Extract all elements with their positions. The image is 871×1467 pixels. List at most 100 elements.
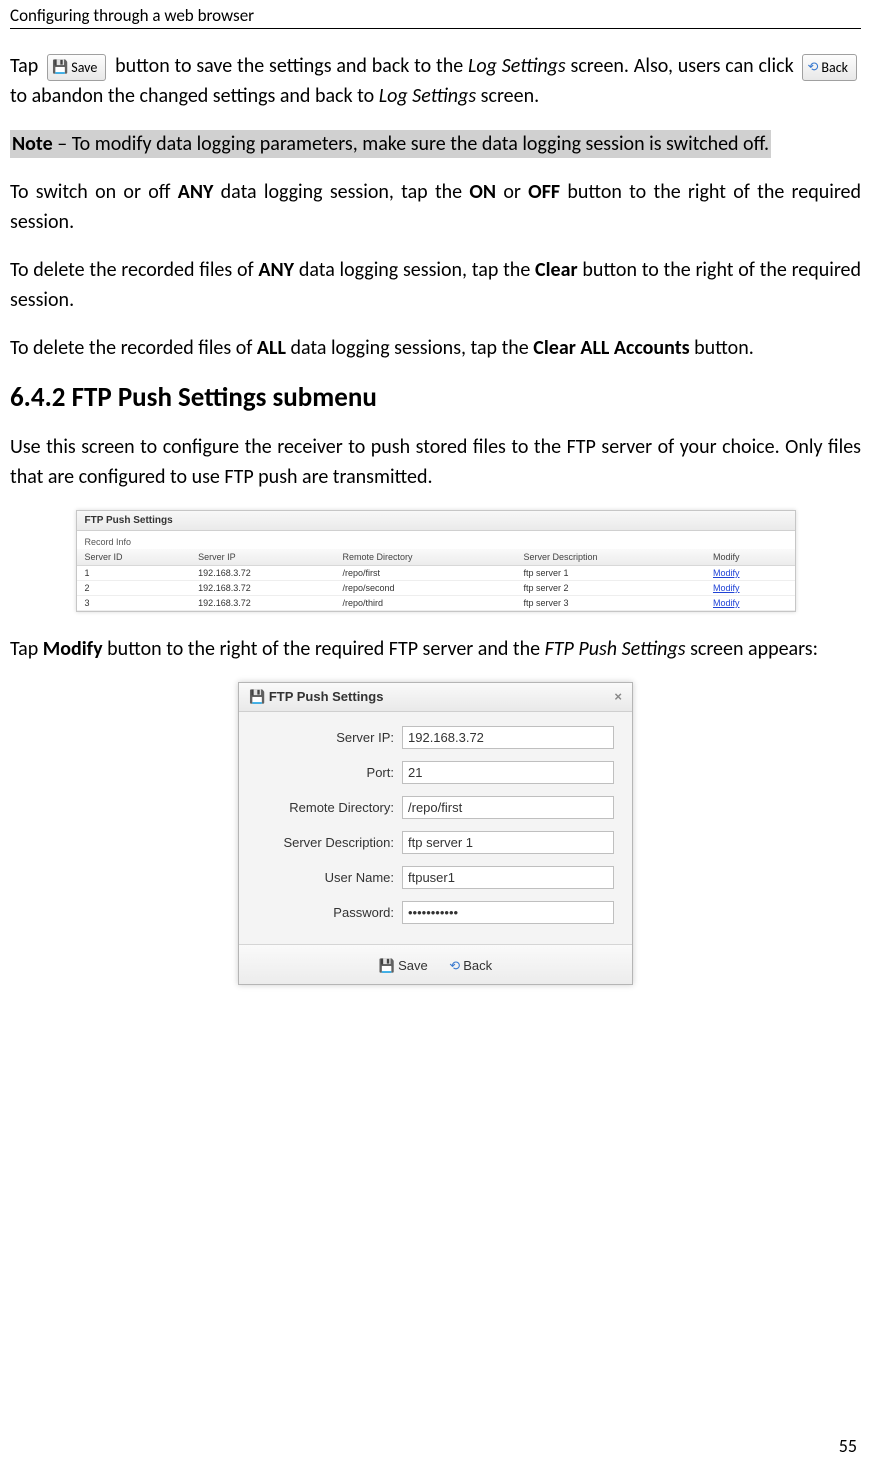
modify-link[interactable]: Modify <box>713 598 740 608</box>
modify-link[interactable]: Modify <box>713 583 740 593</box>
modify-link[interactable]: Modify <box>713 568 740 578</box>
save-button-image: 💾Save <box>47 54 106 81</box>
password-input[interactable] <box>402 901 614 924</box>
ftp-push-settings-dialog: 💾 FTP Push Settings × Server IP: Port: R… <box>238 682 633 985</box>
cell: ftp server 1 <box>516 566 705 581</box>
save-icon: 💾 <box>379 958 395 973</box>
cell: /repo/third <box>334 596 515 611</box>
cell: 3 <box>77 596 191 611</box>
paragraph-6: Tap Modify button to the right of the re… <box>10 634 861 664</box>
cell: ftp server 2 <box>516 581 705 596</box>
user-name-label: User Name: <box>247 870 402 885</box>
save-button-label: Save <box>71 59 97 76</box>
text: data logging session, tap the <box>221 180 470 204</box>
text-bold: Clear ALL Accounts <box>533 336 689 360</box>
col-remote-dir: Remote Directory <box>334 549 515 566</box>
text-italic: FTP Push Settings <box>545 637 686 661</box>
text: button. <box>694 336 754 360</box>
close-icon[interactable]: × <box>614 689 622 704</box>
cell-modify: Modify <box>705 566 795 581</box>
page-header: Configuring through a web browser <box>10 5 861 29</box>
back-icon: ⟲ <box>807 58 818 78</box>
dialog-title: FTP Push Settings <box>269 689 384 704</box>
server-desc-input[interactable] <box>402 831 614 854</box>
text: Tap <box>10 637 43 661</box>
col-server-desc: Server Description <box>516 549 705 566</box>
user-name-input[interactable] <box>402 866 614 889</box>
paragraph-2: To switch on or off ANY data logging ses… <box>10 177 861 237</box>
dialog-back-label: Back <box>463 958 492 973</box>
form-row-server-desc: Server Description: <box>247 831 614 854</box>
cell: /repo/second <box>334 581 515 596</box>
save-icon: 💾 <box>52 58 68 78</box>
cell: 192.168.3.72 <box>190 566 334 581</box>
back-button-label: Back <box>821 59 848 76</box>
table-row: 1 192.168.3.72 /repo/first ftp server 1 … <box>77 566 795 581</box>
text-italic: Log Settings <box>379 84 476 108</box>
text-bold: ANY <box>178 180 214 204</box>
password-label: Password: <box>247 905 402 920</box>
cell-modify: Modify <box>705 596 795 611</box>
col-modify: Modify <box>705 549 795 566</box>
dialog-footer: 💾Save ⟲Back <box>239 944 632 984</box>
cell: /repo/first <box>334 566 515 581</box>
text-italic: Log Settings <box>468 54 566 78</box>
dialog-back-button[interactable]: ⟲Back <box>449 958 492 974</box>
text-bold: ANY <box>258 258 294 282</box>
form-row-user-name: User Name: <box>247 866 614 889</box>
col-server-ip: Server IP <box>190 549 334 566</box>
col-server-id: Server ID <box>77 549 191 566</box>
server-ip-input[interactable] <box>402 726 614 749</box>
paragraph-1: Tap 💾Save button to save the settings an… <box>10 51 861 111</box>
form-row-port: Port: <box>247 761 614 784</box>
port-input[interactable] <box>402 761 614 784</box>
back-icon: ⟲ <box>449 958 460 973</box>
cell: 2 <box>77 581 191 596</box>
text: or <box>503 180 528 204</box>
text-bold: OFF <box>528 180 560 204</box>
dialog-save-label: Save <box>398 958 428 973</box>
text: button to the right of the required FTP … <box>107 637 544 661</box>
form-row-server-ip: Server IP: <box>247 726 614 749</box>
note-text: – To modify data logging parameters, mak… <box>53 132 769 156</box>
table-title: FTP Push Settings <box>77 511 795 531</box>
record-info-label: Record Info <box>77 531 795 549</box>
remote-dir-label: Remote Directory: <box>247 800 402 815</box>
server-ip-label: Server IP: <box>247 730 402 745</box>
text-bold: ALL <box>257 336 286 360</box>
text: Tap <box>10 54 43 78</box>
dialog-title-bar: 💾 FTP Push Settings × <box>239 683 632 712</box>
section-heading: 6.4.2 FTP Push Settings submenu <box>10 381 861 414</box>
cell: 192.168.3.72 <box>190 596 334 611</box>
text: screen appears: <box>690 637 818 661</box>
paragraph-5: Use this screen to configure the receive… <box>10 432 861 492</box>
cell-modify: Modify <box>705 581 795 596</box>
text: to abandon the changed settings and back… <box>10 84 379 108</box>
table-row: 2 192.168.3.72 /repo/second ftp server 2… <box>77 581 795 596</box>
text: button to save the settings and back to … <box>115 54 468 78</box>
note-paragraph: Note – To modify data logging parameters… <box>10 129 861 159</box>
form-row-password: Password: <box>247 901 614 924</box>
text: screen. Also, users can click <box>571 54 799 78</box>
text: data logging sessions, tap the <box>290 336 533 360</box>
server-desc-label: Server Description: <box>247 835 402 850</box>
text-bold: Modify <box>43 637 103 661</box>
cell: 1 <box>77 566 191 581</box>
text: screen. <box>481 84 539 108</box>
text: data logging session, tap the <box>299 258 535 282</box>
dialog-save-button[interactable]: 💾Save <box>379 958 428 974</box>
cell: ftp server 3 <box>516 596 705 611</box>
paragraph-4: To delete the recorded files of ALL data… <box>10 333 861 363</box>
note-highlight: Note – To modify data logging parameters… <box>10 130 771 158</box>
paragraph-3: To delete the recorded files of ANY data… <box>10 255 861 315</box>
dialog-title-icon: 💾 <box>249 689 265 704</box>
note-label: Note <box>12 132 53 156</box>
back-button-image: ⟲Back <box>802 54 857 81</box>
form-row-remote-dir: Remote Directory: <box>247 796 614 819</box>
text-bold: Clear <box>535 258 578 282</box>
cell: 192.168.3.72 <box>190 581 334 596</box>
remote-dir-input[interactable] <box>402 796 614 819</box>
text: To delete the recorded files of <box>10 258 258 282</box>
dialog-body: Server IP: Port: Remote Directory: Serve… <box>239 712 632 944</box>
page-number: 55 <box>839 1435 857 1457</box>
